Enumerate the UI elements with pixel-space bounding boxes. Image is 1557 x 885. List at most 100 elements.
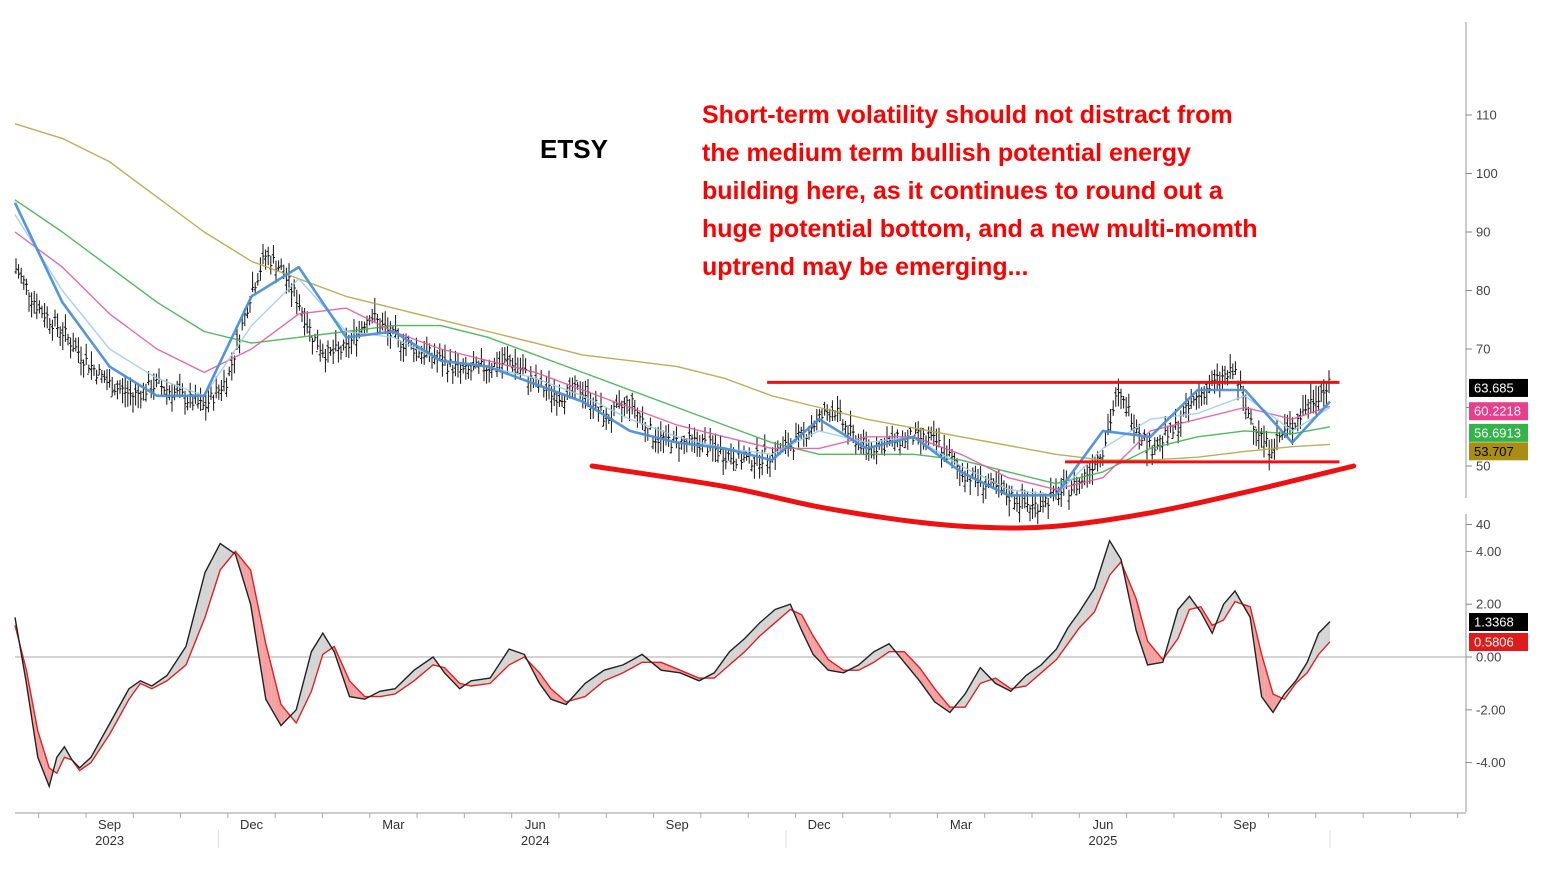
price-bar [1228, 354, 1232, 380]
osc-fill-segment [55, 754, 59, 773]
osc-fill-segment [390, 688, 394, 695]
osc-fill-segment [1258, 639, 1262, 694]
price-bar [854, 435, 858, 455]
osc-fill-segment [628, 660, 632, 670]
price-bar [908, 426, 912, 435]
price-bar [508, 354, 512, 366]
ma-line-50d-ma [14, 231, 1331, 491]
price-bar [27, 290, 31, 312]
price-bar [310, 336, 314, 355]
price-bar [758, 454, 762, 479]
price-bar [841, 419, 845, 432]
price-bar [1036, 504, 1040, 525]
osc-fill-segment [312, 645, 316, 689]
price-y-tick-label: 100 [1476, 166, 1498, 181]
price-bar [1220, 365, 1224, 390]
ma-badge-bg [1469, 423, 1528, 442]
osc-fill-segment [985, 673, 989, 682]
price-bar [763, 434, 767, 453]
price-bar [149, 379, 153, 399]
price-bar [58, 326, 62, 347]
price-bar [1166, 425, 1170, 446]
x-tick-label: Jun [525, 817, 546, 832]
price-bar [391, 326, 395, 335]
price-bar [308, 318, 312, 342]
osc-fill-segment [1020, 678, 1024, 688]
price-bar [838, 399, 842, 422]
price-bar [157, 368, 161, 384]
price-bar [1311, 389, 1315, 414]
osc-fill-segment [206, 564, 210, 615]
price-y-tick-label: 50 [1476, 459, 1490, 474]
price-bar [641, 406, 645, 431]
osc-fill-segment [1170, 625, 1174, 650]
price-bar [1031, 488, 1035, 519]
osc-fill-segment [456, 680, 460, 689]
price-bar [440, 349, 444, 377]
price-bar [557, 384, 561, 407]
price-bar [17, 264, 21, 279]
price-bar [1155, 436, 1159, 450]
price-bar [828, 408, 832, 423]
price-bar [1023, 489, 1027, 509]
ma-badge-bg [1469, 442, 1528, 461]
price-bar [271, 245, 275, 264]
price-bar [750, 459, 754, 472]
osc-fill-segment [1076, 611, 1080, 632]
price-bar [412, 345, 416, 363]
price-bar [755, 437, 759, 466]
osc-fill-segment [763, 617, 767, 633]
osc-fill-segment [1107, 542, 1111, 580]
price-bar [864, 431, 868, 460]
osc-fill-segment [760, 619, 764, 636]
price-bar [505, 346, 509, 375]
osc-fill-segment [575, 690, 579, 700]
price-bar [56, 313, 60, 338]
price-bar [100, 369, 104, 384]
price-bar [165, 379, 169, 405]
price-bar [555, 391, 559, 416]
price-bar [144, 383, 148, 402]
osc-fill-segment [180, 649, 185, 670]
price-bar [347, 334, 351, 359]
price-bar [399, 340, 403, 361]
bottom-arc [589, 463, 1357, 531]
ma-line-200d-ma [14, 123, 1331, 461]
osc-fill-segment [431, 658, 435, 667]
osc-badge-bg [1469, 633, 1528, 651]
price-bar [79, 346, 83, 376]
price-bar [121, 378, 125, 404]
price-bar [1267, 439, 1271, 471]
osc-fill-segment [381, 690, 385, 697]
osc-fill-segment [1207, 618, 1211, 632]
price-bar [204, 392, 208, 421]
osc-fill-segment [1186, 596, 1190, 619]
price-y-tick-label: 80 [1476, 283, 1490, 298]
price-bar [22, 275, 26, 290]
price-bar [35, 293, 39, 320]
osc-fill-segment [1173, 614, 1177, 645]
price-bar [50, 319, 54, 341]
price-bar [1124, 396, 1128, 417]
price-bar [87, 364, 91, 375]
osc-fill-segment [1082, 601, 1086, 625]
price-bar [1163, 415, 1167, 436]
price-bar [513, 348, 517, 380]
osc-fill-segment [641, 654, 645, 663]
ma-badge-value: 56.6913 [1474, 425, 1521, 440]
osc-fill-segment [450, 673, 454, 683]
price-bar [524, 358, 528, 374]
osc-fill-segment [1305, 660, 1309, 675]
osc-fill-segment [299, 683, 303, 716]
price-bar [604, 407, 608, 430]
price-bar [123, 376, 127, 408]
price-bar [251, 271, 255, 293]
price-bar [825, 404, 829, 421]
price-bar [269, 255, 273, 275]
last-price-badge-bg [1469, 378, 1528, 397]
price-bar [212, 394, 216, 411]
osc-fill-segment [813, 636, 817, 658]
price-bar [279, 258, 283, 270]
price-bar [516, 357, 520, 375]
osc-fill-segment [979, 669, 983, 685]
